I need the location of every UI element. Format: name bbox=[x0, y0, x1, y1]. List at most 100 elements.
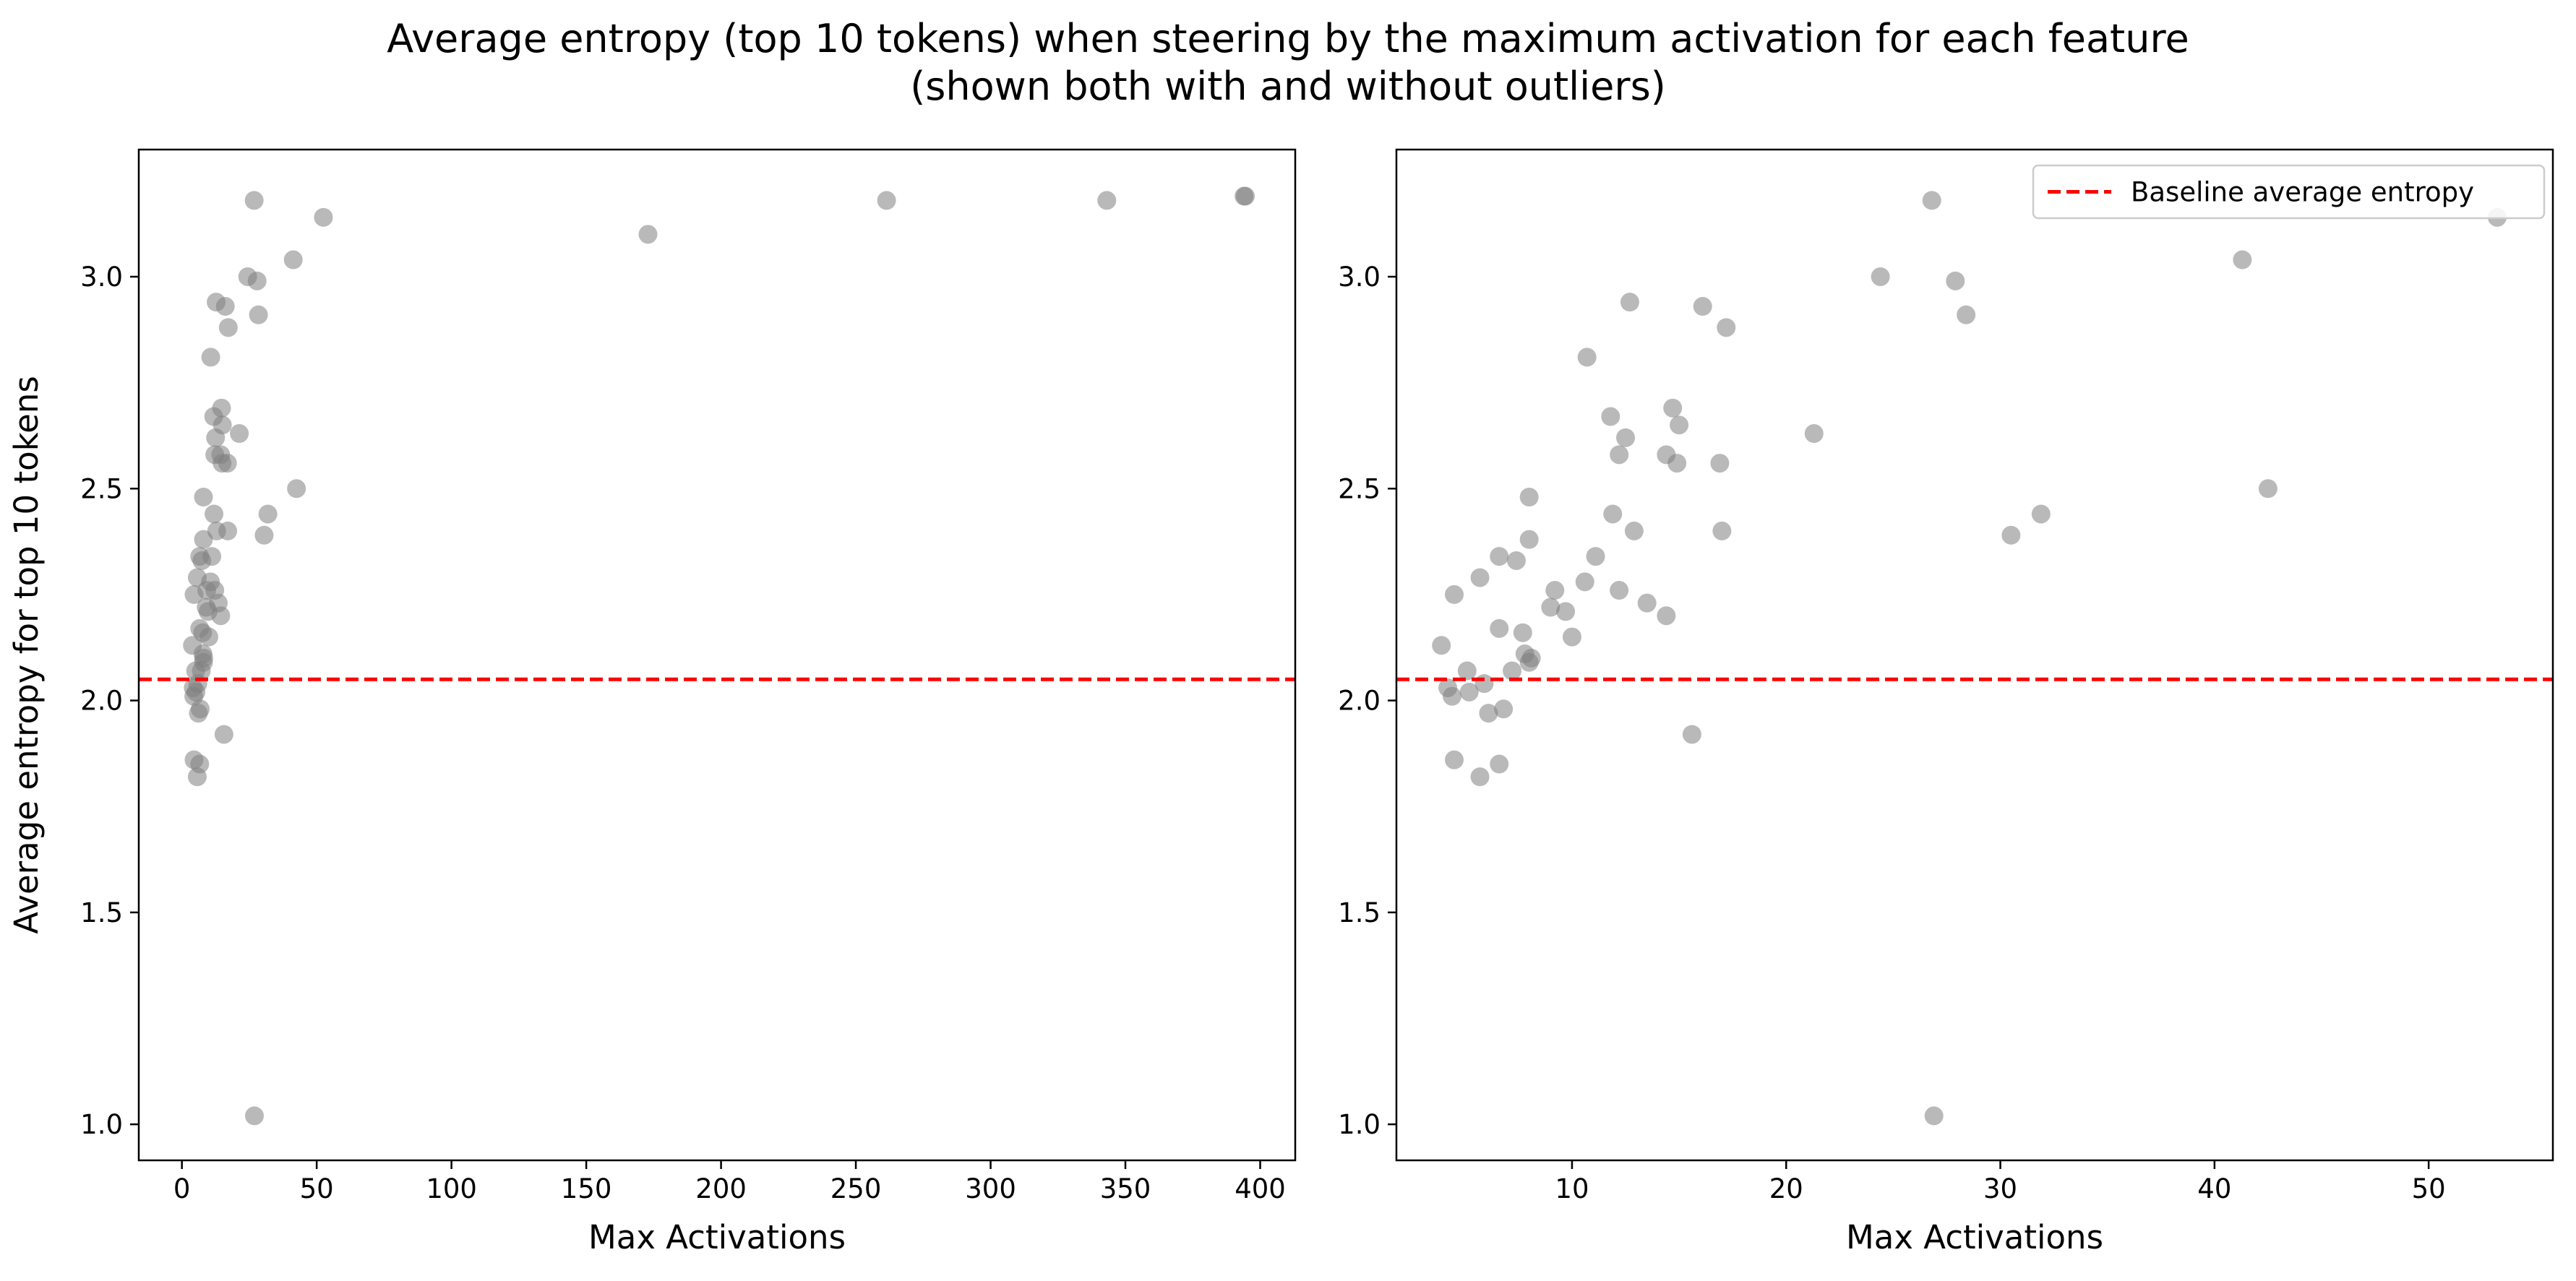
data-point bbox=[194, 487, 213, 506]
data-point bbox=[1445, 750, 1464, 769]
plot-frame bbox=[1395, 148, 2554, 1162]
data-point bbox=[1693, 297, 1712, 316]
data-point bbox=[1712, 521, 1732, 540]
data-point bbox=[1682, 725, 1701, 744]
data-point bbox=[211, 606, 231, 626]
x-tick-label: 100 bbox=[426, 1173, 477, 1204]
data-points bbox=[183, 186, 1255, 1126]
figure-title: Average entropy (top 10 tokens) when ste… bbox=[387, 16, 2189, 109]
y-tick-label: 1.0 bbox=[80, 1109, 123, 1140]
x-tick-label: 200 bbox=[695, 1173, 747, 1204]
data-point bbox=[1804, 424, 1824, 444]
data-point bbox=[1236, 186, 1255, 206]
y-tick-label: 1.5 bbox=[1338, 897, 1381, 928]
data-point bbox=[1637, 593, 1657, 613]
data-point bbox=[1519, 487, 1539, 506]
data-point bbox=[1459, 682, 1479, 702]
plot-frame bbox=[137, 148, 1297, 1162]
x-tick-label: 50 bbox=[2412, 1173, 2446, 1204]
data-point bbox=[192, 551, 212, 570]
y-tick-label: 2.5 bbox=[80, 473, 123, 504]
x-tick-label: 50 bbox=[300, 1173, 334, 1204]
x-tick-label: 250 bbox=[830, 1173, 882, 1204]
x-tick-label: 400 bbox=[1235, 1173, 1286, 1204]
data-point bbox=[205, 504, 224, 524]
scatter-panel-1: 0 50 100 150 200 250 300 350 400 1.0 1.5 2.0 2.5 3.0 M… bbox=[7, 148, 1297, 1256]
data-point bbox=[1610, 445, 1629, 465]
data-point bbox=[314, 207, 333, 227]
x-tick-label: 40 bbox=[2197, 1173, 2231, 1204]
data-point bbox=[1710, 454, 1730, 473]
data-point bbox=[1670, 415, 1689, 435]
x-tick-label: 350 bbox=[1100, 1173, 1151, 1204]
data-point bbox=[244, 191, 264, 210]
data-point bbox=[1457, 661, 1477, 681]
data-point bbox=[1924, 1106, 1944, 1126]
data-point bbox=[206, 428, 226, 447]
y-tick-label: 1.0 bbox=[1338, 1109, 1381, 1140]
data-point bbox=[2001, 525, 2021, 545]
legend-label: Baseline average entropy bbox=[2131, 177, 2474, 208]
x-tick-label: 0 bbox=[173, 1173, 191, 1204]
legend: Baseline average entropy bbox=[2032, 164, 2546, 220]
data-point bbox=[1717, 318, 1736, 337]
data-point bbox=[1494, 699, 1514, 719]
data-point bbox=[247, 271, 267, 290]
data-point bbox=[1490, 547, 1509, 566]
data-point bbox=[254, 525, 274, 545]
data-point bbox=[191, 699, 210, 719]
data-point bbox=[1871, 267, 1890, 286]
data-point bbox=[1616, 428, 1636, 447]
data-point bbox=[1445, 585, 1464, 604]
data-point bbox=[1443, 686, 1462, 706]
data-point bbox=[287, 479, 306, 499]
x-tick-label: 10 bbox=[1555, 1173, 1589, 1204]
data-point bbox=[1957, 305, 1976, 324]
data-point bbox=[1556, 602, 1576, 621]
data-point bbox=[1922, 191, 1941, 210]
y-axis-label: Average entropy for top 10 tokens bbox=[7, 376, 46, 934]
y-tick-label: 3.0 bbox=[1338, 262, 1381, 293]
x-tick-label: 20 bbox=[1769, 1173, 1803, 1204]
data-point bbox=[2258, 479, 2277, 499]
data-points bbox=[1432, 191, 2507, 1126]
data-point bbox=[214, 725, 233, 744]
data-point bbox=[1541, 598, 1560, 617]
data-point bbox=[1601, 407, 1620, 426]
data-point bbox=[283, 250, 303, 269]
data-point bbox=[1624, 521, 1644, 540]
data-point bbox=[245, 1106, 264, 1126]
scatter-panel-2: 10 20 30 40 50 1.0 1.5 2.0 2.5 3.0 Max Activations… bbox=[1338, 148, 2554, 1256]
data-point bbox=[199, 627, 218, 647]
data-point bbox=[218, 318, 238, 337]
data-point bbox=[1545, 581, 1565, 600]
data-point bbox=[877, 191, 896, 210]
figure-title-line: Average entropy (top 10 tokens) when ste… bbox=[387, 16, 2189, 61]
data-point bbox=[215, 297, 235, 316]
data-point bbox=[1432, 636, 1451, 655]
data-point bbox=[1479, 704, 1498, 723]
data-point bbox=[1490, 754, 1509, 774]
data-point bbox=[1946, 271, 1965, 290]
data-point bbox=[187, 767, 207, 787]
data-point bbox=[2233, 250, 2252, 269]
data-point bbox=[230, 424, 249, 444]
y-tick-label: 2.0 bbox=[80, 686, 123, 717]
data-point bbox=[1577, 348, 1597, 367]
x-tick-label: 30 bbox=[1983, 1173, 2017, 1204]
y-tick-label: 2.0 bbox=[1338, 686, 1381, 717]
data-point bbox=[258, 504, 278, 524]
data-point bbox=[1470, 568, 1490, 587]
data-point bbox=[1470, 767, 1490, 787]
data-point bbox=[194, 530, 213, 549]
data-point bbox=[1620, 293, 1639, 312]
data-point bbox=[212, 454, 232, 473]
data-point bbox=[201, 348, 220, 367]
x-axis-label: Max Activations bbox=[1846, 1218, 2103, 1256]
y-tick-label: 2.5 bbox=[1338, 473, 1381, 504]
data-point bbox=[186, 682, 206, 702]
data-point bbox=[1513, 623, 1532, 642]
data-point bbox=[1097, 191, 1117, 210]
data-point bbox=[1603, 504, 1623, 524]
